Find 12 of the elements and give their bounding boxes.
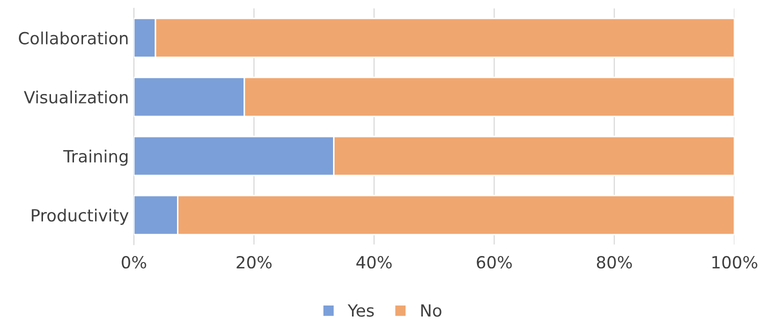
y-tick-label: Visualization [24, 90, 128, 104]
x-tick-label: 0% [122, 256, 146, 269]
y-tick-label: Collaboration [18, 32, 128, 44]
legend-label: No [421, 304, 442, 317]
x-tick-label: 100% [712, 256, 758, 269]
x-tick-label: 40% [356, 256, 392, 269]
x-tick-label: 20% [236, 256, 272, 269]
y-tick-label: Productivity [32, 208, 129, 225]
legend-label: Yes [348, 304, 374, 317]
y-tick-label: Training [63, 150, 128, 166]
x-tick-label: 80% [596, 256, 632, 269]
x-tick-label: 60% [476, 256, 512, 269]
